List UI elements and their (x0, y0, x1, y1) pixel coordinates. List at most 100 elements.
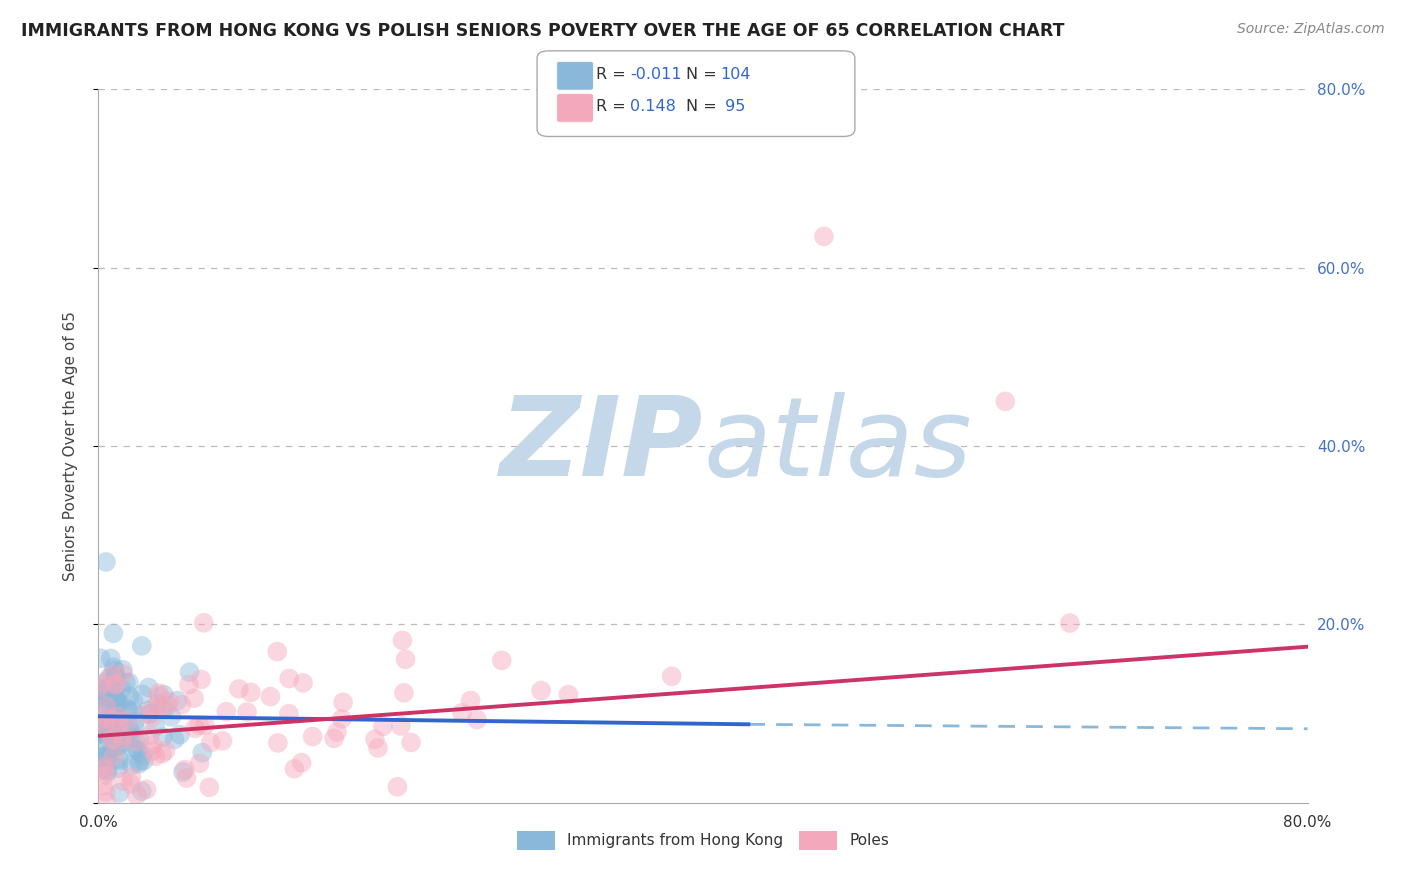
Point (104, 694, 127, 708)
Point (101, 740, 124, 755)
Point (89, 682, 111, 697)
Point (173, 763, 195, 777)
Point (105, 709, 128, 723)
Point (89, 685, 111, 699)
Point (131, 784, 153, 798)
Point (150, 747, 173, 761)
Point (111, 730, 134, 744)
Point (89, 727, 111, 741)
Point (107, 739, 129, 753)
Point (387, 780, 409, 794)
Point (94, 719, 117, 733)
Point (89, 731, 111, 746)
Point (117, 725, 139, 739)
Point (89, 724, 111, 739)
Point (124, 721, 146, 735)
Point (179, 665, 201, 680)
Point (96, 675, 118, 690)
Point (141, 710, 163, 724)
Point (94, 696, 117, 710)
Point (107, 696, 129, 710)
Point (110, 682, 132, 697)
Point (143, 720, 166, 734)
Point (100, 717, 122, 731)
Point (96, 795, 118, 809)
Point (332, 695, 354, 709)
Point (371, 719, 394, 733)
Point (100, 732, 122, 747)
Point (104, 669, 127, 683)
Text: IMMIGRANTS FROM HONG KONG VS POLISH SENIORS POVERTY OVER THE AGE OF 65 CORRELATI: IMMIGRANTS FROM HONG KONG VS POLISH SENI… (21, 22, 1064, 40)
Point (135, 706, 157, 721)
Point (200, 735, 222, 749)
Text: N =: N = (686, 99, 723, 113)
Point (136, 704, 159, 718)
Point (367, 741, 389, 756)
Point (93, 684, 115, 698)
Point (198, 780, 221, 795)
Point (326, 725, 349, 739)
Point (104, 693, 127, 707)
Point (118, 723, 141, 737)
Point (97, 681, 120, 696)
Point (89, 681, 111, 695)
Point (399, 735, 422, 749)
Point (93, 762, 115, 776)
Point (90, 750, 112, 764)
Legend: Immigrants from Hong Kong, Poles: Immigrants from Hong Kong, Poles (510, 825, 896, 855)
Y-axis label: Seniors Poverty Over the Age of 65: Seniors Poverty Over the Age of 65 (63, 311, 77, 581)
Point (465, 713, 488, 727)
Point (183, 691, 205, 706)
Point (292, 676, 315, 690)
Point (98, 718, 121, 732)
Point (163, 732, 186, 747)
Point (105, 693, 128, 707)
Point (107, 761, 129, 775)
Point (278, 672, 301, 686)
Point (94, 555, 117, 569)
Point (392, 686, 415, 700)
Point (131, 639, 153, 653)
Point (135, 782, 157, 797)
Point (301, 730, 323, 744)
Point (105, 716, 128, 731)
Point (530, 683, 553, 698)
Point (191, 746, 214, 760)
Point (994, 394, 1017, 409)
Text: R =: R = (596, 99, 631, 113)
Point (259, 690, 281, 704)
Point (103, 626, 125, 640)
Point (104, 663, 127, 677)
Point (108, 754, 131, 768)
Point (104, 691, 127, 706)
Text: 95: 95 (720, 99, 745, 113)
Point (125, 741, 148, 756)
Point (120, 777, 142, 791)
Point (364, 732, 387, 747)
Point (89, 703, 111, 717)
Point (323, 731, 346, 746)
Point (143, 700, 166, 714)
Point (176, 771, 198, 785)
Point (104, 699, 127, 714)
Point (111, 732, 134, 747)
Point (122, 693, 145, 707)
Point (100, 651, 122, 665)
Point (190, 673, 212, 687)
Point (557, 688, 579, 702)
Point (93, 729, 115, 743)
Point (96, 763, 118, 777)
Point (101, 717, 124, 731)
Point (160, 710, 183, 724)
Point (139, 706, 162, 721)
Point (100, 680, 122, 694)
Point (101, 723, 124, 738)
Point (91, 726, 114, 740)
Point (139, 728, 162, 742)
Point (94, 710, 117, 724)
Point (125, 788, 148, 802)
Point (104, 671, 127, 685)
Point (188, 756, 211, 771)
Point (112, 735, 135, 749)
Point (146, 697, 169, 711)
